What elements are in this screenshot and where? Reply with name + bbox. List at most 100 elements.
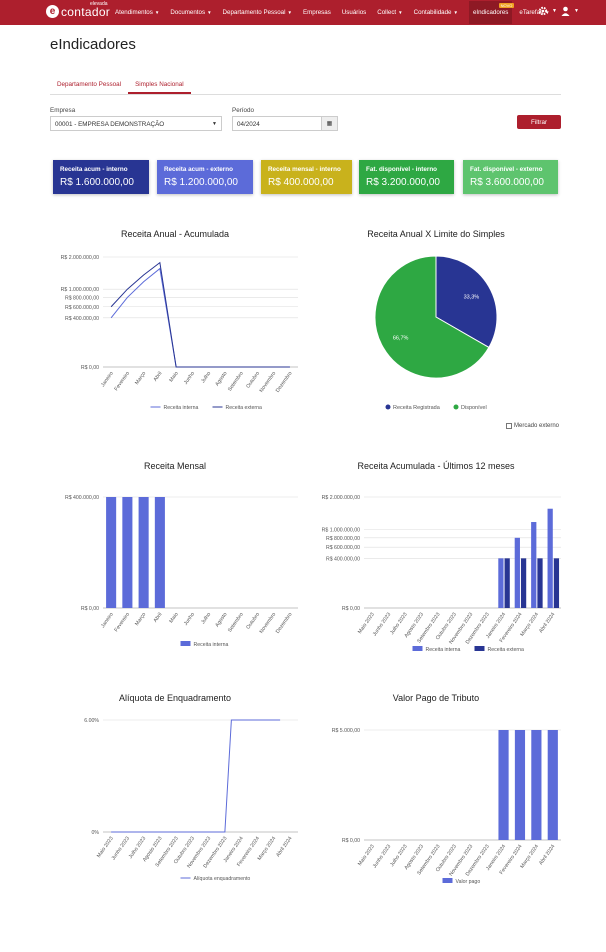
x-tick-label: Agosto 2023 bbox=[403, 844, 425, 871]
x-tick-label: Julho bbox=[200, 371, 212, 385]
x-tick-label: Janeiro 2024 bbox=[485, 844, 507, 872]
legend-marker bbox=[180, 641, 191, 646]
kpi-card: Receita mensal - interno R$ 400.000,00 bbox=[261, 160, 352, 194]
chart-title: Alíquota de Enquadramento bbox=[119, 693, 231, 703]
nav-item-collect[interactable]: Collect ▼ bbox=[377, 9, 402, 16]
chevron-down-icon: ▼ bbox=[207, 10, 212, 15]
chart-title: Valor Pago de Tributo bbox=[393, 693, 479, 703]
chart-title: Receita Acumulada - Últimos 12 meses bbox=[357, 461, 515, 471]
nav-item-atendimentos[interactable]: Atendimentos ▼ bbox=[115, 9, 159, 16]
nav-item-empresas[interactable]: Empresas bbox=[303, 9, 331, 16]
legend-label: Valor pago bbox=[456, 879, 481, 885]
x-tick-label: Abril 2024 bbox=[538, 844, 556, 867]
x-tick-label: Julho 2023 bbox=[128, 836, 148, 860]
gear-icon[interactable] bbox=[538, 6, 548, 16]
calendar-icon[interactable]: ▦ bbox=[321, 117, 337, 130]
x-tick-label: Dezembro 2023 bbox=[465, 612, 491, 646]
bar bbox=[154, 497, 165, 608]
y-tick-label: R$ 600.000,00 bbox=[65, 305, 99, 311]
user-icon[interactable] bbox=[561, 6, 570, 16]
x-tick-label: Maio 2023 bbox=[357, 844, 376, 867]
y-tick-label: 0% bbox=[92, 830, 100, 836]
checkbox-box[interactable] bbox=[506, 423, 512, 429]
nav-item-eindicadores[interactable]: eIndicadores NOVO bbox=[468, 1, 515, 24]
x-tick-label: Novembro 2023 bbox=[186, 836, 212, 870]
chevron-down-icon[interactable]: ▼ bbox=[552, 8, 557, 14]
logo-wordmark: contador bbox=[61, 5, 111, 19]
kpi-card: Fat. disponível - interno R$ 3.200.000,00 bbox=[359, 160, 454, 194]
y-tick-label: R$ 400.000,00 bbox=[65, 495, 99, 501]
nav-item-departamento-pessoal[interactable]: Departamento Pessoal ▼ bbox=[223, 9, 292, 16]
bar bbox=[138, 497, 149, 608]
chart-title: Receita Anual X Limite do Simples bbox=[367, 229, 505, 239]
x-tick-label: Agosto 2023 bbox=[142, 836, 164, 863]
x-tick-label: Abril 2024 bbox=[538, 612, 556, 635]
legend-marker bbox=[385, 404, 391, 410]
tab-departamento-pessoal[interactable]: Departamento Pessoal bbox=[57, 81, 122, 88]
nav-item-label: Empresas bbox=[302, 9, 331, 16]
logo[interactable]: e contador elevada bbox=[46, 1, 111, 19]
x-tick-label: Julho bbox=[200, 612, 212, 626]
main-menu: Atendimentos ▼ Documentos ▼ Departamento Pes… bbox=[115, 0, 561, 25]
chevron-down-icon: ▼ bbox=[453, 10, 458, 15]
filter-button[interactable]: Filtrar bbox=[517, 115, 561, 129]
nav-item-documentos[interactable]: Documentos ▼ bbox=[170, 9, 211, 16]
bar bbox=[547, 730, 558, 840]
legend-label: Disponível bbox=[461, 405, 487, 411]
nav-item-label: eIndicadores bbox=[472, 9, 509, 16]
x-tick-label: Outubro bbox=[245, 371, 261, 390]
x-tick-label: Outubro bbox=[245, 612, 261, 631]
checkbox-label: Mercado externo bbox=[514, 423, 560, 429]
y-tick-label: R$ 400.000,00 bbox=[65, 316, 99, 322]
bar bbox=[531, 730, 542, 840]
bar bbox=[514, 730, 526, 840]
x-tick-label: Outubro 2023 bbox=[173, 836, 196, 866]
nav-item-usu-rios[interactable]: Usuários bbox=[342, 9, 366, 16]
x-tick-label: Fevereiro 2024 bbox=[499, 612, 524, 644]
legend-label: Receita interna bbox=[164, 405, 199, 411]
y-tick-label: R$ 800.000,00 bbox=[326, 536, 360, 542]
tab-simples-nacional[interactable]: Simples Nacional bbox=[128, 76, 191, 94]
x-tick-label: Junho 2023 bbox=[372, 844, 393, 870]
bar bbox=[514, 537, 520, 608]
nav-item-label: Collect bbox=[377, 9, 397, 16]
mercado-externo-checkbox[interactable]: Mercado externo bbox=[506, 423, 559, 429]
legend-marker bbox=[412, 646, 423, 651]
x-tick-label: Dezembro 2023 bbox=[465, 844, 491, 878]
pie-slice-label: 33,3% bbox=[464, 295, 480, 301]
x-tick-label: Agosto bbox=[214, 612, 228, 629]
x-tick-label: Maio bbox=[168, 371, 179, 384]
y-tick-label: R$ 1.000.000,00 bbox=[322, 528, 360, 534]
kpi-card-title: Fat. disponível - externo bbox=[470, 166, 543, 173]
chart-title: Receita Anual - Acumulada bbox=[121, 229, 229, 239]
chevron-down-icon: ▼ bbox=[287, 10, 292, 15]
x-tick-label: Outubro 2023 bbox=[435, 844, 458, 874]
nav-item-label: Documentos bbox=[170, 9, 206, 16]
nav-item-contabilidade[interactable]: Contabilidade ▼ bbox=[414, 9, 458, 16]
empresa-label: Empresa bbox=[50, 107, 76, 114]
kpi-card: Fat. disponível - externo R$ 3.600.000,00 bbox=[463, 160, 558, 194]
legend-label: Receita interna bbox=[426, 647, 461, 653]
logo-sup: elevada bbox=[90, 1, 108, 7]
legend-marker bbox=[474, 646, 485, 651]
bar bbox=[531, 522, 537, 608]
x-tick-label: Junho 2023 bbox=[111, 836, 132, 862]
bar bbox=[520, 558, 527, 608]
x-tick-label: Setembro bbox=[227, 612, 245, 634]
x-tick-label: Maio bbox=[168, 612, 179, 625]
x-tick-label: Abril 2024 bbox=[275, 836, 293, 859]
periodo-input[interactable]: 04/2024 ▦ bbox=[232, 116, 338, 131]
x-tick-label: Junho bbox=[183, 371, 196, 386]
nav-item-etarefas[interactable]: eTarefas ▼ bbox=[519, 9, 549, 16]
y-tick-label: R$ 0,00 bbox=[81, 365, 99, 371]
x-tick-label: Novembro 2023 bbox=[448, 612, 474, 646]
x-tick-label: Dezembro 2023 bbox=[202, 836, 228, 870]
y-tick-label: R$ 800.000,00 bbox=[65, 295, 99, 301]
legend-label: Receita interna bbox=[194, 642, 229, 648]
x-tick-label: Novembro bbox=[259, 371, 278, 394]
caret-down-icon: ▼ bbox=[212, 121, 217, 127]
empresa-select[interactable]: 00001 - EMPRESA DEMONSTRAÇÃO ▼ bbox=[50, 116, 222, 131]
x-tick-label: Março 2024 bbox=[257, 836, 278, 862]
chevron-down-icon: ▼ bbox=[154, 10, 160, 15]
chevron-down-icon[interactable]: ▼ bbox=[573, 8, 579, 14]
